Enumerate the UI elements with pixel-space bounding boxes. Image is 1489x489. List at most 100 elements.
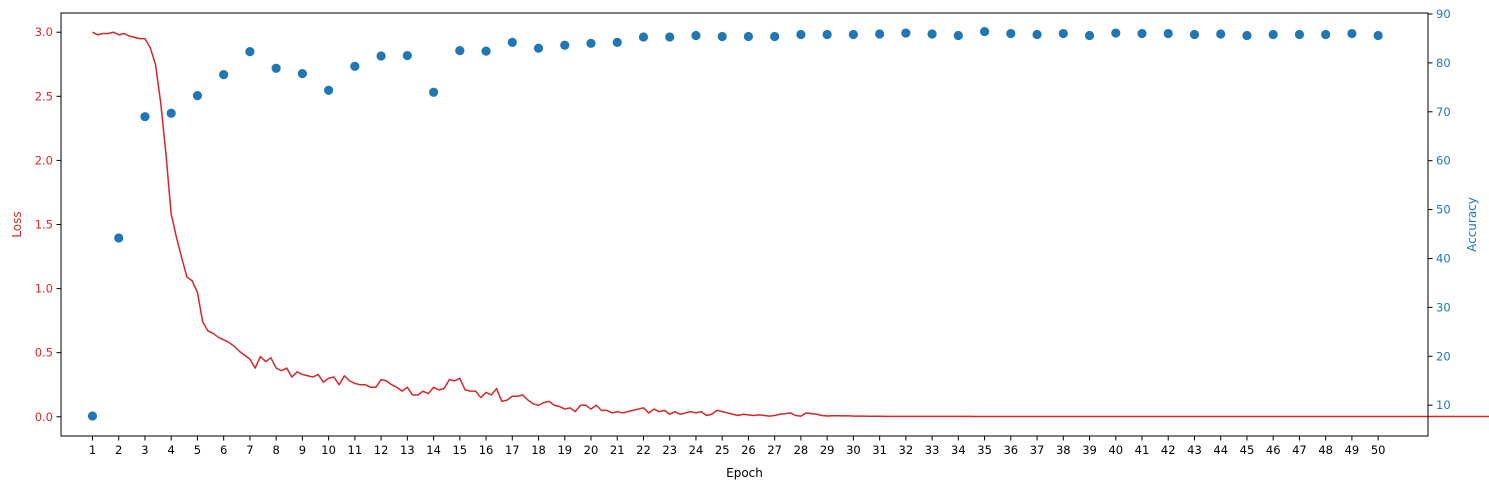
accuracy-point xyxy=(717,31,727,42)
x-tick-label: 10 xyxy=(321,443,336,457)
x-tick-label: 46 xyxy=(1266,443,1281,457)
accuracy-point xyxy=(796,29,806,40)
accuracy-point xyxy=(219,70,229,80)
loss-line-layer xyxy=(92,31,1489,418)
accuracy-point xyxy=(1242,30,1252,41)
x-axis-label: Epoch xyxy=(726,466,763,480)
accuracy-point xyxy=(1058,28,1068,39)
x-tick-label: 48 xyxy=(1318,443,1333,457)
accuracy-point xyxy=(770,31,780,42)
accuracy-point xyxy=(481,46,491,56)
accuracy-point xyxy=(350,61,360,71)
accuracy-point xyxy=(1084,30,1095,41)
accuracy-point xyxy=(1294,29,1305,40)
accuracy-point xyxy=(743,31,754,42)
accuracy-points-layer xyxy=(87,26,1383,421)
accuracy-point xyxy=(376,51,386,61)
accuracy-point xyxy=(1373,30,1383,41)
accuracy-point xyxy=(271,63,281,73)
y-left-tick-label: 1.5 xyxy=(35,218,53,232)
accuracy-point xyxy=(402,50,412,61)
x-tick-label: 18 xyxy=(531,443,546,457)
x-tick-label: 44 xyxy=(1213,443,1228,457)
accuracy-point xyxy=(586,38,596,48)
y-axis-right: 10 20 30 40 50 60 70 80 90 xyxy=(1428,7,1451,412)
accuracy-point xyxy=(245,47,255,57)
accuracy-point xyxy=(848,29,858,40)
x-tick-label: 33 xyxy=(925,443,940,457)
accuracy-point xyxy=(927,29,937,39)
accuracy-point xyxy=(533,43,544,53)
accuracy-point xyxy=(114,233,124,243)
x-tick-label: 15 xyxy=(452,443,467,457)
x-tick-label: 49 xyxy=(1345,443,1360,457)
x-tick-label: 50 xyxy=(1371,443,1386,457)
x-tick-label: 17 xyxy=(505,443,520,457)
accuracy-point xyxy=(1268,29,1278,40)
x-tick-label: 9 xyxy=(299,443,306,457)
accuracy-point xyxy=(901,28,911,38)
accuracy-point xyxy=(691,30,701,41)
y-right-tick-label: 50 xyxy=(1436,203,1451,217)
x-tick-label: 31 xyxy=(872,443,887,457)
accuracy-point xyxy=(455,46,465,56)
x-tick-label: 42 xyxy=(1161,443,1176,457)
x-tick-label: 27 xyxy=(767,443,782,457)
x-tick-label: 14 xyxy=(426,443,441,457)
y-axis-right-label: Accuracy xyxy=(1465,197,1479,252)
x-tick-label: 8 xyxy=(272,443,279,457)
y-right-tick-label: 80 xyxy=(1436,56,1451,70)
y-axis-left: 0.0 0.5 1.0 1.5 2.0 2.5 3.0 xyxy=(35,25,61,424)
x-tick-label: 24 xyxy=(689,443,704,457)
accuracy-point xyxy=(1347,28,1357,39)
x-tick-label: 40 xyxy=(1108,443,1123,457)
y-left-tick-label: 0.0 xyxy=(35,410,53,424)
accuracy-point xyxy=(875,29,885,39)
x-tick-label: 47 xyxy=(1292,443,1307,457)
y-left-tick-label: 0.5 xyxy=(35,346,53,360)
x-tick-label: 29 xyxy=(820,443,835,457)
accuracy-point xyxy=(1216,29,1226,39)
accuracy-point xyxy=(612,37,622,47)
y-left-tick-label: 2.0 xyxy=(35,153,53,167)
accuracy-point xyxy=(953,30,963,41)
x-tick-label: 4 xyxy=(168,443,175,457)
accuracy-point xyxy=(1163,28,1173,39)
accuracy-point xyxy=(507,37,517,47)
accuracy-point xyxy=(140,112,150,122)
x-tick-label: 7 xyxy=(246,443,253,457)
y-right-tick-label: 30 xyxy=(1436,300,1451,314)
x-tick-label: 19 xyxy=(557,443,572,457)
x-tick-label: 3 xyxy=(141,443,148,457)
x-tick-label: 32 xyxy=(899,443,914,457)
y-right-tick-label: 70 xyxy=(1436,105,1451,119)
accuracy-point xyxy=(1189,29,1200,40)
x-tick-label: 12 xyxy=(374,443,389,457)
x-tick-label: 26 xyxy=(741,443,756,457)
y-right-tick-label: 90 xyxy=(1436,7,1451,21)
x-tick-label: 30 xyxy=(846,443,861,457)
x-tick-label: 41 xyxy=(1135,443,1150,457)
x-tick-label: 25 xyxy=(715,443,730,457)
y-right-tick-label: 10 xyxy=(1436,398,1451,412)
y-left-tick-label: 3.0 xyxy=(35,25,53,39)
x-tick-label: 13 xyxy=(400,443,415,457)
x-tick-label: 11 xyxy=(348,443,363,457)
y-right-tick-label: 20 xyxy=(1436,349,1451,363)
x-tick-label: 28 xyxy=(794,443,809,457)
accuracy-point xyxy=(822,29,832,40)
accuracy-point xyxy=(638,32,649,42)
accuracy-point xyxy=(166,108,176,118)
x-tick-label: 2 xyxy=(115,443,122,457)
x-tick-label: 36 xyxy=(1003,443,1018,457)
accuracy-point xyxy=(1006,28,1016,39)
x-tick-label: 6 xyxy=(220,443,227,457)
x-tick-label: 1 xyxy=(89,443,96,457)
accuracy-point xyxy=(297,69,307,79)
y-axis-left-label: Loss xyxy=(10,211,24,237)
y-left-tick-label: 1.0 xyxy=(35,282,53,296)
x-tick-label: 37 xyxy=(1030,443,1045,457)
x-tick-label: 34 xyxy=(951,443,966,457)
x-tick-label: 21 xyxy=(610,443,625,457)
